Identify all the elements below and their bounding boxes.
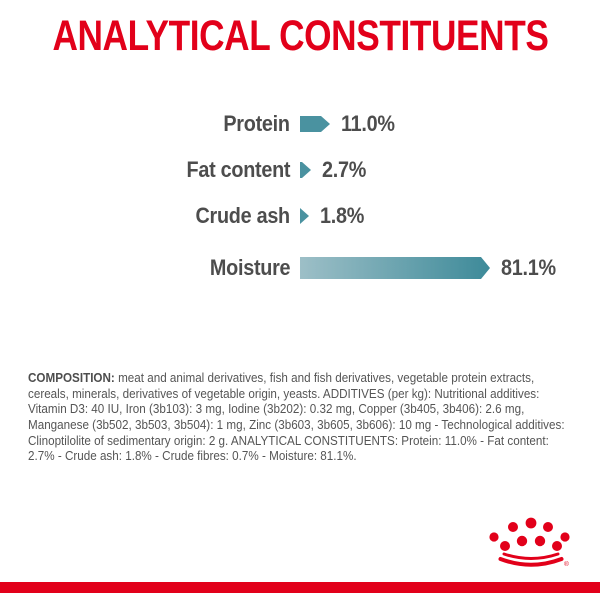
bar-crude-ash [300,208,309,224]
bar-category-label: Fat content [0,157,290,183]
bar-category-text: Crude ash [195,203,291,228]
royal-canin-crown-icon: ® [489,517,570,568]
bar-fat-content [300,162,311,178]
bar-category-label: Protein [0,111,291,137]
chart-row-protein: Protein 11.0% [0,104,600,144]
composition-label: COMPOSITION: [28,370,115,386]
bottom-red-stripe [0,582,600,593]
bar-value-label: 2.7% [322,157,371,183]
chart-row-crude-ash: Crude ash 1.8% [0,196,600,236]
page-title-wrap: ANALYTICAL CONSTITUENTS [0,12,600,61]
composition-text: meat and animal derivatives, fish and fi… [28,370,565,464]
bar-protein [300,116,330,132]
bar-value-label: 11.0% [341,111,401,137]
page-title: ANALYTICAL CONSTITUENTS [52,12,548,60]
chart-row-fat-content: Fat content 2.7% [0,150,600,190]
bar-value-text: 81.1% [501,255,556,280]
bar-value-text: 11.0% [341,111,395,136]
bar-value-label: 1.8% [320,203,369,229]
bar-value-text: 1.8% [320,203,365,228]
analytical-constituents-bar-chart: Protein 11.0% Fat content 2.7% Crude ash 1.8%… [0,104,600,288]
bar-value-text: 2.7% [322,157,367,182]
composition-paragraph: COMPOSITION: meat and animal derivatives… [28,370,575,464]
bar-category-text: Protein [223,111,291,136]
bar-category-text: Moisture [209,255,291,280]
bar-category-label: Moisture [0,255,291,281]
chart-row-moisture: Moisture 81.1% [0,248,600,288]
bar-category-text: Fat content [186,157,290,182]
bar-moisture [300,257,490,279]
bar-category-label: Crude ash [0,203,291,229]
bar-value-label: 81.1% [501,255,562,281]
registered-trademark-glyph: ® [564,560,569,568]
